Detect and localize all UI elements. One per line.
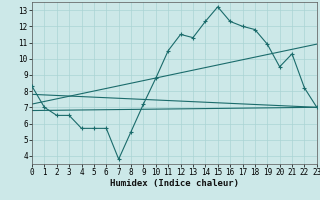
X-axis label: Humidex (Indice chaleur): Humidex (Indice chaleur) — [110, 179, 239, 188]
